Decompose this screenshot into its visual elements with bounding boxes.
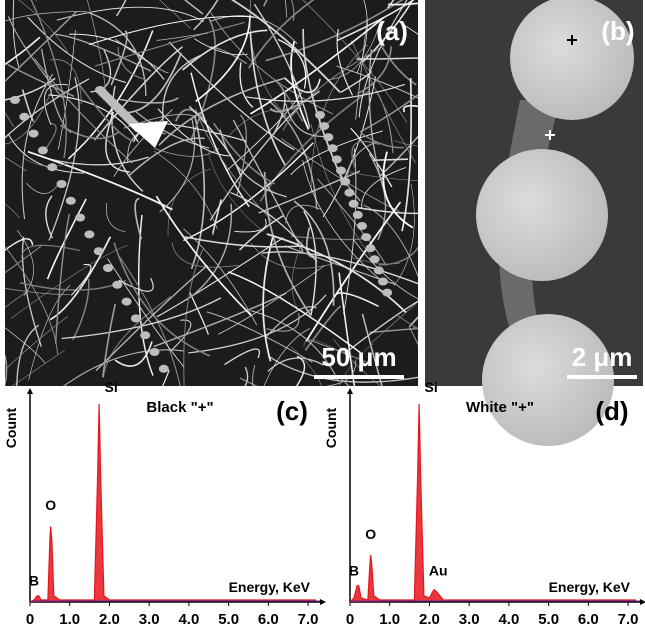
bead — [94, 247, 104, 255]
y-axis-label: Count — [3, 407, 19, 448]
x-tick-label: 3.0 — [459, 611, 480, 628]
peak-label: O — [365, 526, 376, 542]
bead — [112, 281, 122, 289]
bead — [131, 314, 141, 322]
scale-label: 2 μm — [572, 342, 633, 372]
bead — [84, 230, 94, 238]
bead — [103, 264, 113, 272]
bead — [361, 233, 371, 241]
bead — [340, 178, 350, 186]
sphere — [482, 314, 614, 446]
bead — [336, 167, 346, 175]
bead — [150, 348, 160, 356]
x-tick-label: 5.0 — [538, 611, 559, 628]
bead — [75, 214, 85, 222]
x-tick-label: 1.0 — [59, 611, 80, 628]
x-tick-label: 3.0 — [139, 611, 160, 628]
bead — [19, 113, 29, 121]
scale-bar — [567, 375, 637, 379]
bead — [370, 255, 380, 263]
chart-title: Black "+" — [146, 399, 213, 416]
axis-arrow — [640, 599, 645, 605]
axis-arrow — [347, 388, 353, 394]
bead — [29, 130, 39, 138]
bead — [353, 211, 363, 219]
bead — [323, 133, 333, 141]
x-tick-label: 0 — [346, 611, 354, 628]
peak-label: B — [349, 562, 359, 578]
peak-label: B — [29, 573, 39, 589]
bead — [122, 298, 132, 306]
bead — [344, 189, 354, 197]
x-tick-label: 0 — [26, 611, 34, 628]
bead — [328, 144, 338, 152]
page: 50 μm (a) 2 μm (b) 0 1.0 2.0 3.0 4.0 5.0 6.0 7.… — [0, 0, 645, 629]
bead — [10, 96, 20, 104]
peak-label: Si — [105, 379, 118, 395]
spectrum — [30, 404, 316, 602]
peak-label: O — [45, 497, 56, 513]
bead — [382, 289, 392, 297]
axis-arrow — [27, 388, 33, 394]
x-axis-label: Energy, KeV — [229, 579, 311, 595]
x-tick-label: 4.0 — [498, 611, 519, 628]
bead — [349, 200, 359, 208]
bead — [357, 222, 367, 230]
x-tick-label: 1.0 — [379, 611, 400, 628]
x-tick-label: 2.0 — [99, 611, 120, 628]
sphere — [476, 149, 608, 281]
x-tick-label: 5.0 — [218, 611, 239, 628]
bead — [57, 180, 67, 188]
panel-label: (c) — [276, 396, 308, 426]
bead — [66, 197, 76, 205]
peak-label: Si — [425, 379, 438, 395]
axis-arrow — [320, 599, 326, 605]
x-tick-label: 7.0 — [298, 611, 319, 628]
x-tick-label: 4.0 — [178, 611, 199, 628]
bead — [374, 266, 384, 274]
bead — [140, 331, 150, 339]
panel-label: (b) — [601, 16, 634, 46]
scale-bar — [314, 375, 404, 379]
bead — [47, 163, 57, 171]
fiber — [339, 376, 431, 506]
bead — [332, 155, 342, 163]
y-axis-label: Count — [323, 407, 339, 448]
x-tick-label: 2.0 — [419, 611, 440, 628]
chart-title: White "+" — [466, 399, 534, 416]
fiber — [0, 283, 5, 315]
x-tick-label: 6.0 — [578, 611, 599, 628]
bead — [378, 278, 388, 286]
bead — [365, 244, 375, 252]
x-axis-label: Energy, KeV — [549, 579, 631, 595]
panel-label: (d) — [595, 396, 628, 426]
scale-label: 50 μm — [321, 342, 396, 372]
bead — [315, 111, 325, 119]
panel-label: (a) — [376, 16, 408, 46]
fiber — [0, 355, 7, 413]
x-tick-label: 7.0 — [618, 611, 639, 628]
bead — [159, 365, 169, 373]
bead — [319, 122, 329, 130]
figure: 50 μm (a) 2 μm (b) 0 1.0 2.0 3.0 4.0 5.0 6.0 7.… — [0, 0, 645, 629]
bead — [38, 146, 48, 154]
spectrum — [350, 404, 636, 602]
x-tick-label: 6.0 — [258, 611, 279, 628]
peak-label: Au — [429, 562, 448, 578]
